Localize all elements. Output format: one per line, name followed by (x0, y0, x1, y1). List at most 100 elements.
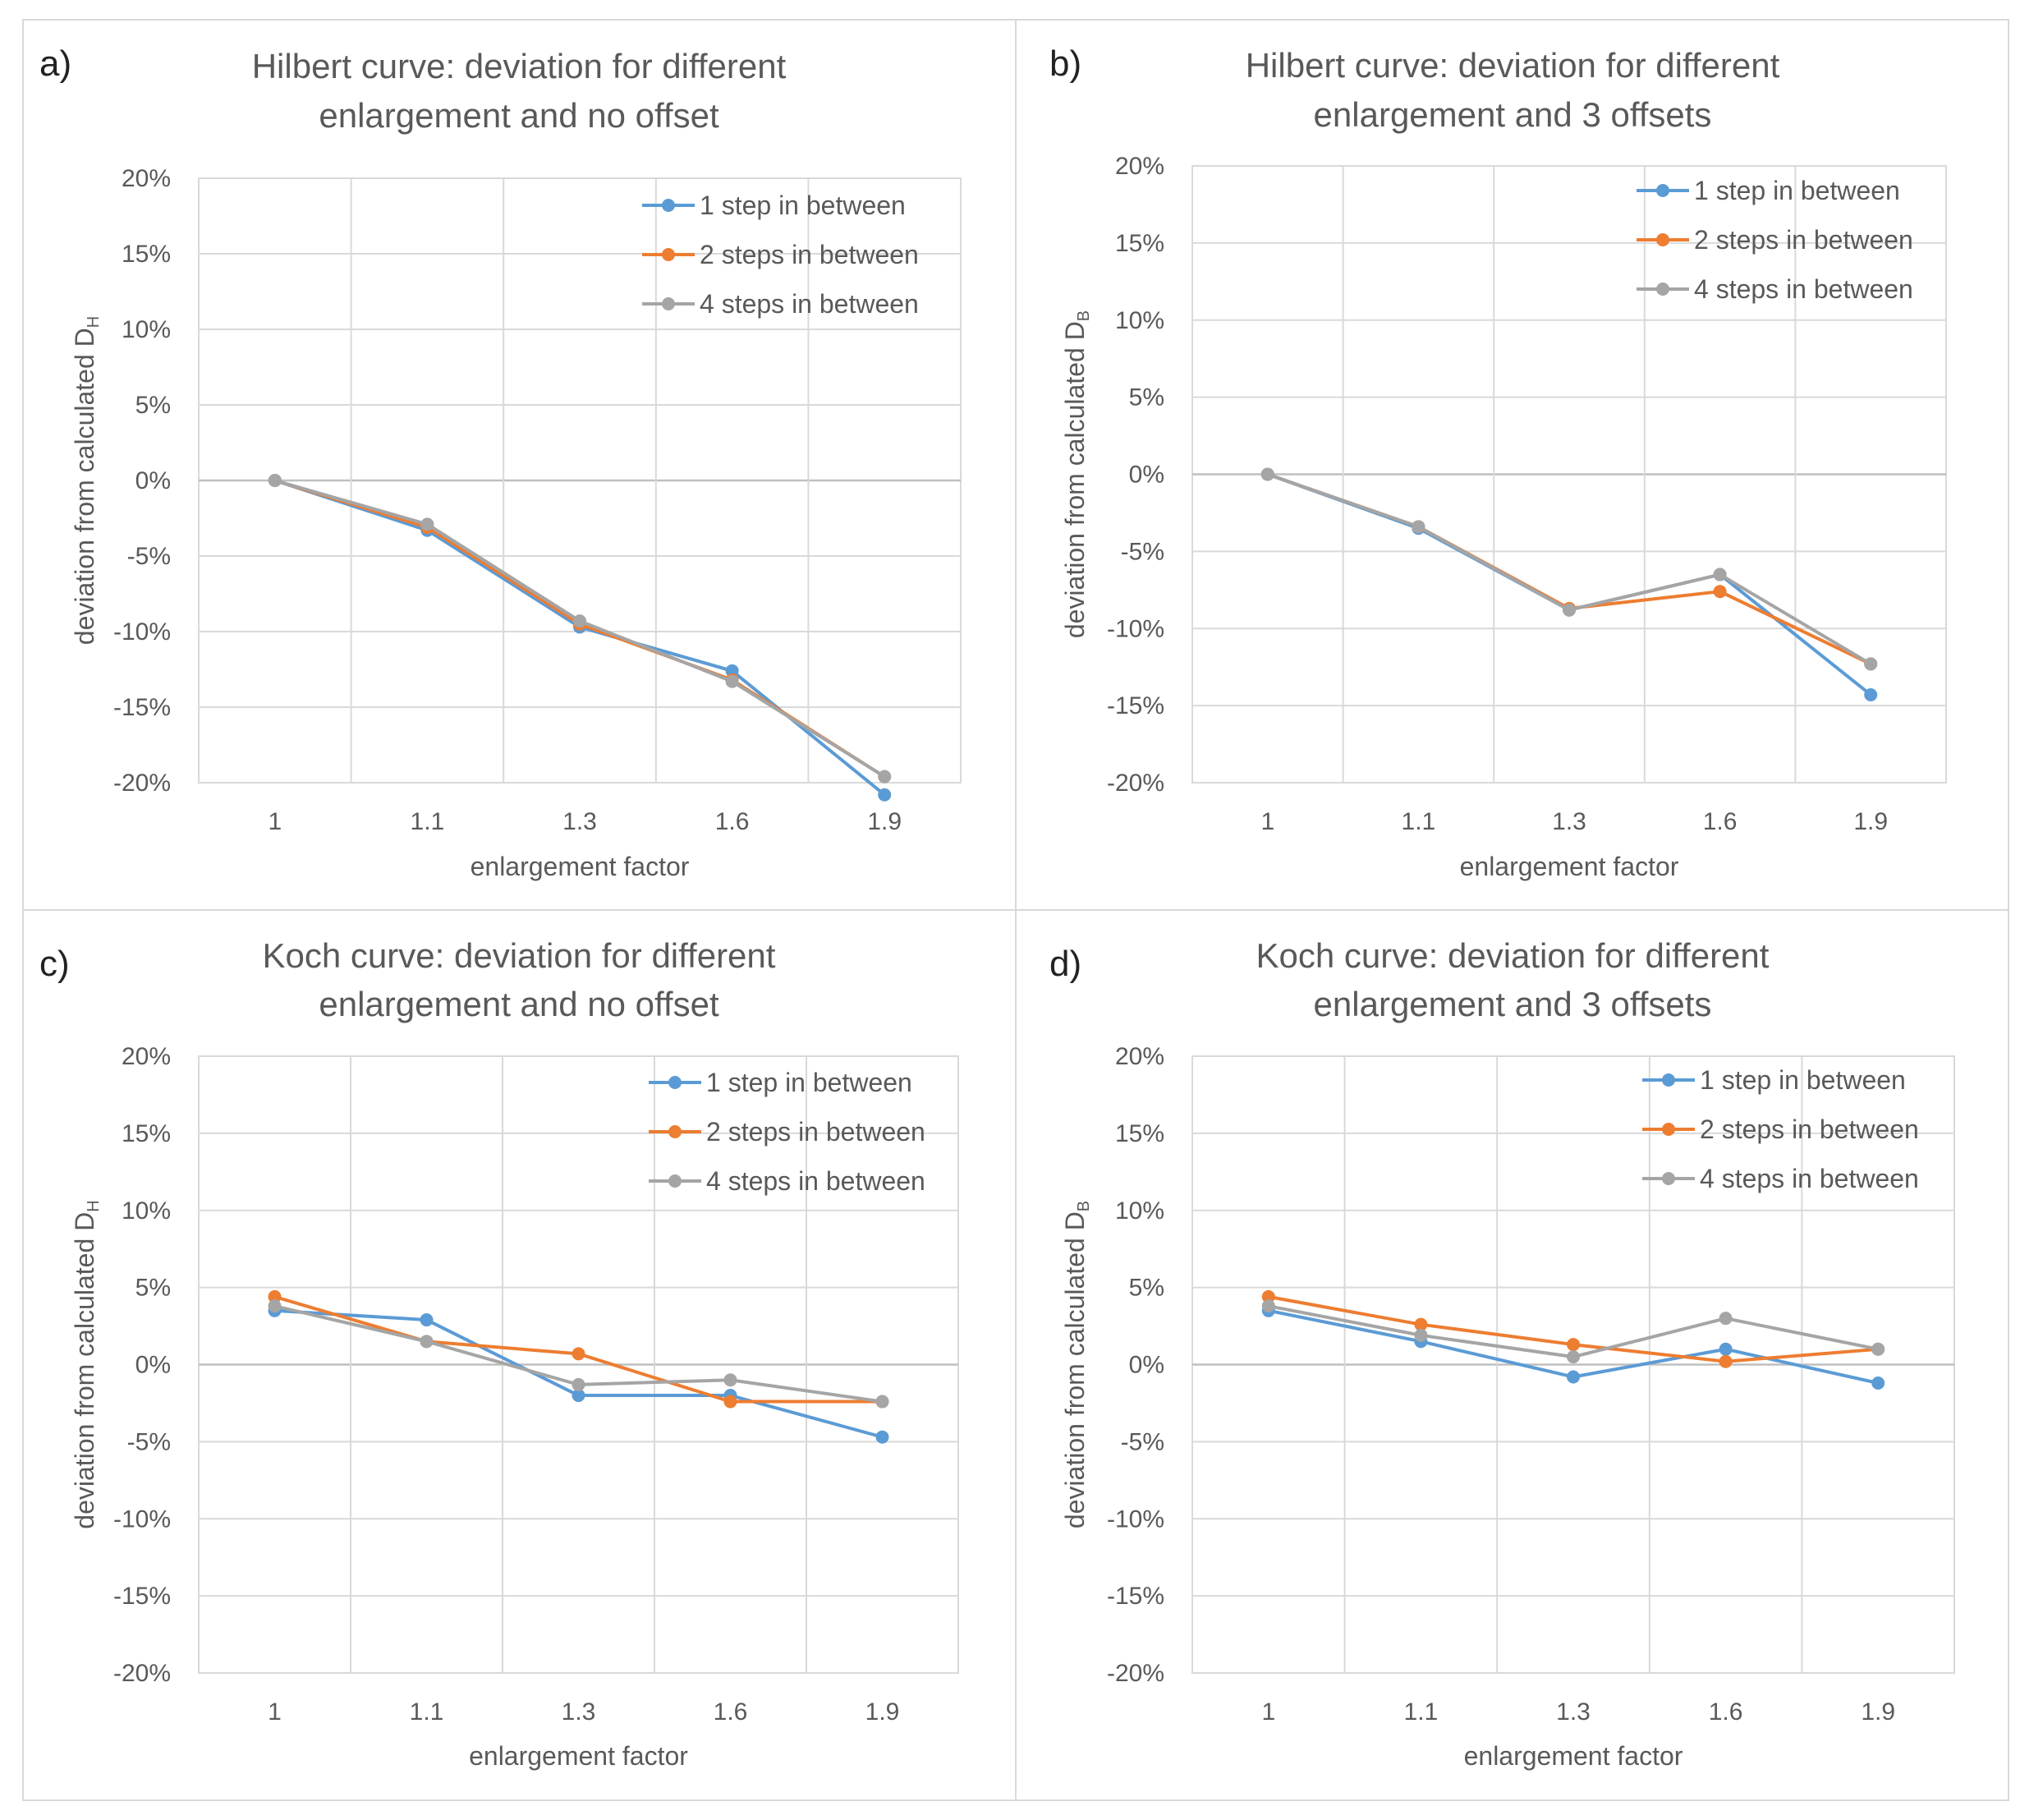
data-point (1563, 603, 1576, 617)
y-tick-label: -15% (1107, 1583, 1164, 1610)
legend-label: 1 step in between (706, 1068, 912, 1097)
data-point (1719, 1354, 1733, 1368)
data-point (1414, 1317, 1428, 1331)
x-tick-label: 1.9 (1853, 808, 1888, 835)
panel-letter: a) (39, 44, 71, 84)
legend-swatch-marker (1662, 1073, 1675, 1087)
data-point (1871, 1342, 1885, 1356)
y-tick-label: 5% (1129, 384, 1164, 411)
data-point (1261, 1289, 1275, 1303)
data-point (1567, 1370, 1580, 1384)
data-point (1719, 1312, 1733, 1326)
data-point (420, 1335, 434, 1349)
data-point (1261, 1299, 1275, 1313)
y-tick-label: -10% (1107, 615, 1164, 642)
legend-swatch-marker (668, 1174, 682, 1188)
chart-title-line-1: Hilbert curve: deviation for different (252, 47, 787, 85)
chart-title-line-1: Koch curve: deviation for different (263, 936, 776, 975)
x-tick-label: 1.1 (410, 1698, 444, 1726)
y-tick-label: 0% (1129, 462, 1164, 489)
data-point (1412, 520, 1425, 534)
y-axis-label: deviation from calculated DB (1060, 1201, 1093, 1528)
x-tick-label: 1 (1261, 1698, 1275, 1726)
legend-label: 2 steps in between (700, 240, 919, 269)
x-tick-label: 1.6 (714, 1698, 748, 1726)
legend-label: 2 steps in between (1700, 1115, 1919, 1144)
x-tick-label: 1.1 (1404, 1698, 1439, 1726)
data-point (875, 1430, 889, 1444)
legend-swatch-marker (1656, 233, 1669, 246)
y-tick-label: 15% (122, 1120, 171, 1147)
legend-swatch-marker (668, 1076, 682, 1089)
data-point (875, 1395, 889, 1409)
x-tick-label: 1 (1260, 808, 1274, 835)
chart-title-line-1: Koch curve: deviation for different (1256, 936, 1770, 975)
legend-swatch-marker (1662, 1172, 1675, 1185)
legend-swatch-marker (662, 248, 675, 261)
y-tick-label: 15% (1115, 1120, 1164, 1147)
chart-panel-d: 20% 15% 10% 5% 0% -5% -10% -15% -20% 1 1.1 1.3 1.6 1.… (1015, 909, 2009, 1801)
x-tick-label: 1.3 (1556, 1698, 1591, 1726)
panel-letter: d) (1049, 944, 1081, 984)
legend-label: 4 steps in between (700, 289, 919, 319)
data-point (572, 1377, 585, 1391)
legend-label: 2 steps in between (706, 1117, 925, 1147)
legend-swatch-marker (1656, 283, 1669, 296)
y-tick-label: -10% (113, 1505, 171, 1533)
series-line (1267, 472, 1872, 666)
data-point (723, 1373, 737, 1387)
legend-swatch-marker (1662, 1123, 1675, 1136)
data-point (572, 1389, 585, 1403)
chart-title-line-2: enlargement and no offset (319, 96, 719, 135)
data-point (573, 614, 586, 628)
y-tick-label: 5% (135, 1275, 171, 1302)
y-axis-label-subscript: H (85, 1200, 103, 1211)
y-tick-label: 15% (1115, 230, 1164, 257)
x-tick-label: 1.6 (715, 808, 750, 835)
y-tick-label: 0% (1129, 1352, 1164, 1379)
y-tick-label: 20% (1115, 1043, 1164, 1070)
panel-letter: c) (39, 944, 70, 984)
y-tick-label: 5% (1129, 1275, 1164, 1302)
data-point (1864, 687, 1878, 701)
y-axis-label: deviation from calculated DH (70, 316, 103, 645)
x-axis-label: enlargement factor (471, 852, 690, 881)
y-tick-label: 10% (122, 316, 171, 343)
data-point (1567, 1350, 1580, 1364)
y-tick-label: 10% (1115, 307, 1164, 334)
legend-label: 4 steps in between (706, 1166, 925, 1196)
y-tick-label: -15% (113, 694, 171, 721)
data-point (725, 664, 739, 678)
data-point (878, 788, 892, 802)
data-point (723, 1395, 737, 1409)
y-tick-label: -5% (1121, 538, 1164, 565)
y-tick-label: 0% (135, 1352, 171, 1379)
y-tick-label: -20% (113, 1660, 171, 1687)
data-point (725, 674, 739, 688)
chart-title-line-2: enlargement and no offset (319, 985, 719, 1023)
y-tick-label: 20% (1115, 153, 1164, 180)
x-tick-label: 1.3 (1552, 808, 1586, 835)
y-tick-label: -15% (1107, 692, 1164, 719)
panel-letter: b) (1049, 44, 1081, 84)
x-tick-label: 1.1 (1402, 808, 1436, 835)
y-axis-label: deviation from calculated DB (1060, 310, 1093, 638)
y-tick-label: 10% (1115, 1197, 1164, 1225)
legend-swatch-marker (1656, 184, 1669, 197)
data-point (1719, 1342, 1733, 1356)
series-line (1267, 472, 1872, 666)
chart-panel-b: 20% 15% 10% 5% 0% -5% -10% -15% -20% 1 1.1 1.3 1.6 1.… (1015, 19, 2009, 911)
y-tick-label: 20% (122, 1043, 171, 1070)
x-tick-label: 1 (268, 1698, 282, 1726)
y-tick-label: -10% (1107, 1505, 1164, 1533)
y-tick-label: -20% (113, 770, 171, 797)
y-tick-label: -10% (113, 618, 171, 646)
x-axis-label: enlargement factor (1464, 1741, 1683, 1771)
data-point (878, 770, 892, 784)
legend-label: 1 step in between (700, 191, 906, 220)
x-tick-label: 1.9 (867, 808, 902, 835)
legend-label: 1 step in between (1694, 176, 1900, 205)
x-tick-label: 1 (268, 808, 282, 835)
data-point (1260, 467, 1274, 481)
